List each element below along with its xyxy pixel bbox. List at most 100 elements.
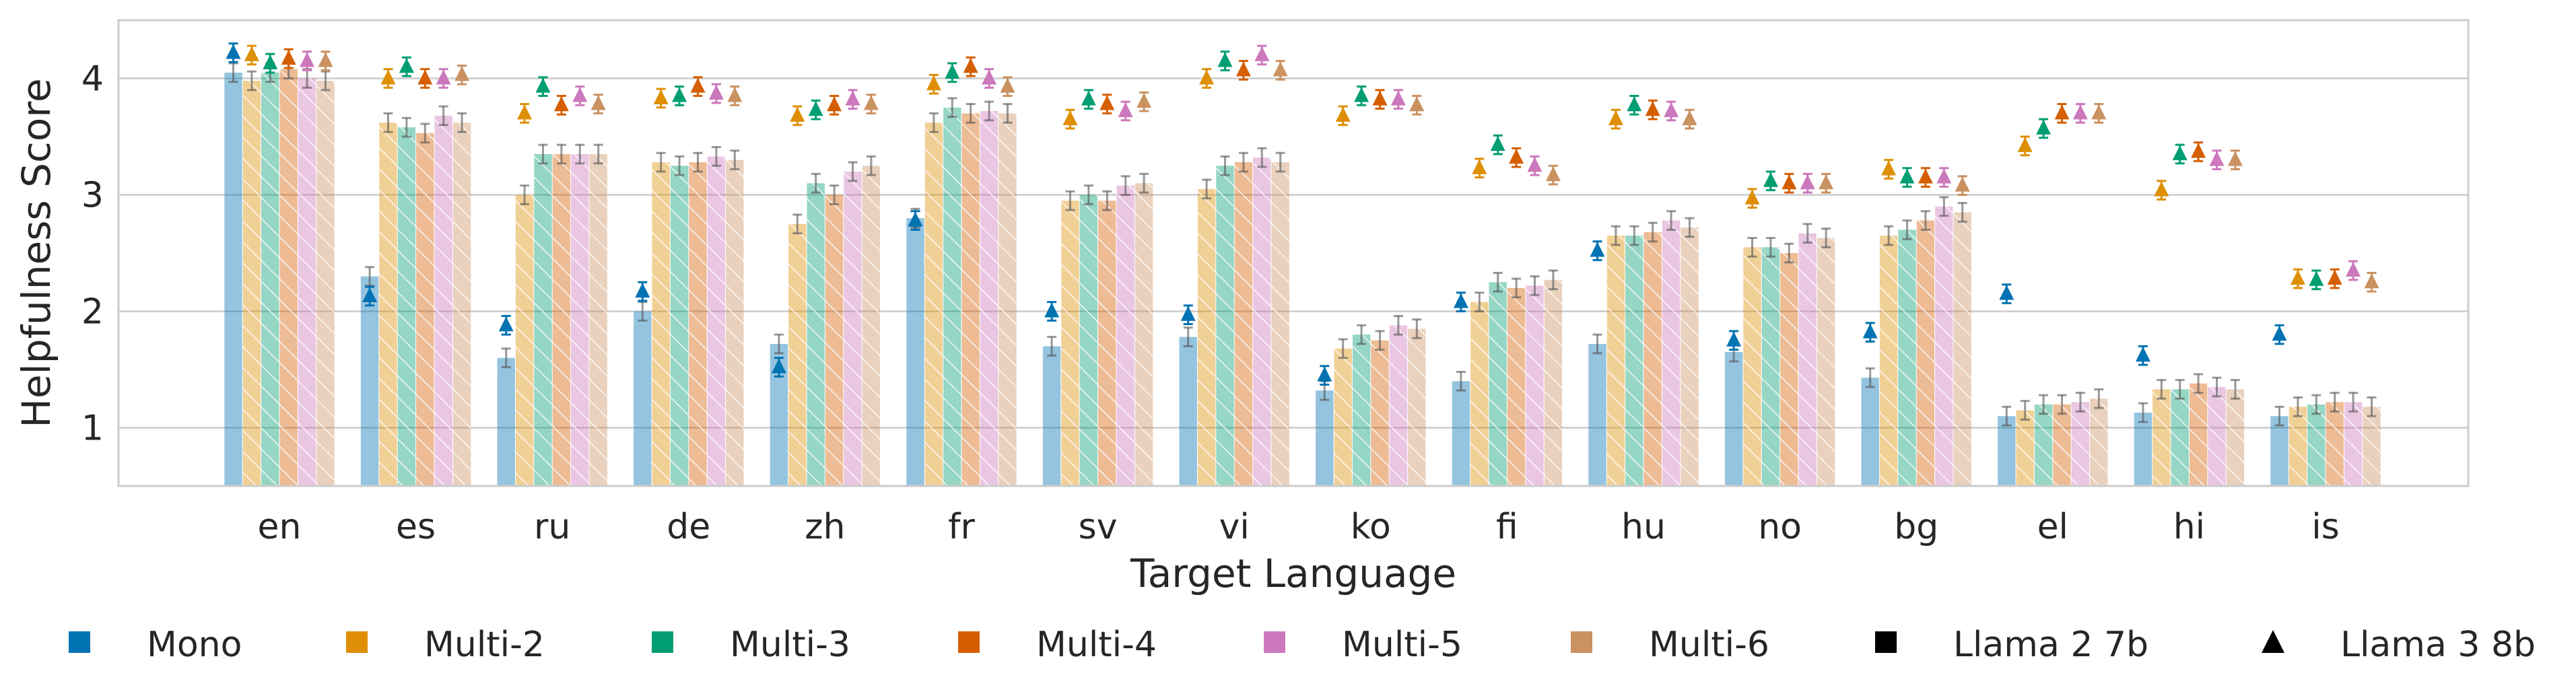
marker-llama3	[572, 87, 588, 102]
marker-llama3	[1062, 110, 1078, 126]
error-bar-llama2	[774, 333, 784, 355]
bar-hatch	[2090, 398, 2108, 486]
x-tick-label: no	[1758, 507, 1802, 547]
bar-hatch	[397, 127, 416, 486]
bar-hatch	[2363, 407, 2381, 486]
x-tick-label: vi	[1219, 507, 1250, 547]
error-bar-llama2	[1765, 237, 1775, 258]
error-bar-llama2	[228, 62, 238, 83]
error-bar-llama2	[2157, 379, 2167, 400]
marker-llama3	[244, 46, 259, 61]
error-bar-llama2	[1747, 237, 1757, 258]
marker-llama3	[1682, 110, 1697, 126]
x-tick-label: fr	[948, 507, 975, 547]
marker-llama3	[1490, 136, 1505, 151]
bar-hatch	[1271, 162, 1289, 486]
marker-llama3	[1590, 242, 1605, 257]
bar-hatch	[1507, 287, 1526, 486]
error-bar-llama2	[2212, 376, 2222, 398]
marker-llama3	[1744, 189, 1760, 205]
error-bar-llama2	[2057, 394, 2067, 415]
marker-llama3	[908, 211, 923, 227]
error-bar-llama2	[1393, 314, 1403, 336]
marker-llama3	[1819, 174, 1834, 190]
plot-frame	[117, 19, 2470, 487]
marker-llama3	[1180, 306, 1196, 321]
error-bar-llama2	[593, 143, 603, 165]
error-bar-llama2	[2175, 379, 2185, 400]
bar-hatch	[534, 153, 552, 486]
marker-llama3	[1273, 61, 1288, 77]
marker-llama3	[1199, 69, 1215, 85]
bar-llama2	[1179, 337, 1197, 486]
error-bar-llama2	[2348, 392, 2359, 413]
legend-item: Llama 2 7b	[1875, 625, 2148, 665]
error-bar-llama2	[656, 151, 666, 173]
bar-hatch	[1098, 201, 1116, 486]
bar-hatch	[2307, 404, 2326, 486]
bar-hatch	[1371, 340, 1389, 486]
bar-hatch	[707, 156, 726, 486]
error-bar-llama2	[1666, 210, 1676, 231]
marker-llama3	[1726, 331, 1742, 347]
error-bar-llama2	[365, 266, 375, 287]
bar-llama2	[497, 357, 515, 486]
marker-llama3	[2290, 270, 2305, 285]
error-bar-llama2	[1238, 151, 1248, 173]
marker-llama3	[535, 77, 551, 93]
bar-llama2	[2270, 416, 2289, 486]
bar-hatch	[552, 153, 571, 486]
x-tick-label: de	[667, 507, 710, 547]
bar-llama2	[2134, 413, 2153, 486]
bar-hatch	[2289, 407, 2307, 486]
marker-llama3	[1899, 168, 1915, 184]
bar-hatch	[1935, 206, 1953, 486]
bar-llama2	[360, 276, 379, 486]
error-bar-llama2	[556, 143, 566, 165]
marker-llama3	[1317, 366, 1332, 382]
x-tick-label: zh	[805, 507, 845, 547]
marker-llama3	[263, 55, 278, 70]
bar-llama2	[1998, 416, 2016, 486]
marker-llama3	[498, 316, 514, 332]
marker-llama3	[708, 84, 724, 100]
marker-llama3	[1335, 106, 1351, 122]
error-bar-llama2	[2230, 379, 2240, 400]
bar-hatch	[1898, 230, 1916, 486]
bar-hatch	[1253, 158, 1271, 486]
error-bar-llama2	[1920, 210, 1930, 231]
bar-hatch	[1625, 236, 1643, 486]
error-bar-llama2	[1884, 225, 1894, 246]
error-bar-llama2	[1493, 271, 1503, 293]
error-bar-llama2	[947, 97, 957, 118]
bar-hatch	[1817, 238, 1835, 486]
legend-marker-triangle	[2262, 630, 2284, 653]
error-bar-llama2	[2293, 396, 2303, 417]
legend-label: Multi-2	[424, 625, 545, 665]
error-bar-llama2	[1939, 196, 1949, 217]
error-bar-llama2	[320, 70, 331, 92]
bar-hatch	[242, 80, 261, 486]
bar-hatch	[416, 133, 434, 486]
error-bar-llama2	[1784, 242, 1794, 264]
bar-hatch	[1526, 285, 1544, 486]
marker-llama3	[2227, 151, 2243, 166]
marker-llama3	[2072, 104, 2088, 120]
plot-background	[118, 20, 2468, 486]
bar-hatch	[1544, 279, 1563, 486]
error-bar-llama2	[1220, 155, 1230, 176]
marker-llama3	[790, 106, 805, 122]
error-bar-llama2	[1685, 217, 1695, 238]
bar-hatch	[998, 113, 1017, 486]
error-bar-llama2	[1065, 190, 1075, 211]
marker-llama3	[2309, 271, 2324, 286]
bar-llama2	[224, 72, 242, 487]
bar-llama2	[1452, 381, 1470, 486]
x-tick-label: sv	[1079, 507, 1118, 547]
error-bar-llama2	[2020, 400, 2030, 421]
bar-hatch	[452, 123, 471, 487]
marker-llama3	[1254, 46, 1270, 61]
marker-llama3	[380, 69, 396, 85]
marker-llama3	[1955, 176, 1970, 192]
